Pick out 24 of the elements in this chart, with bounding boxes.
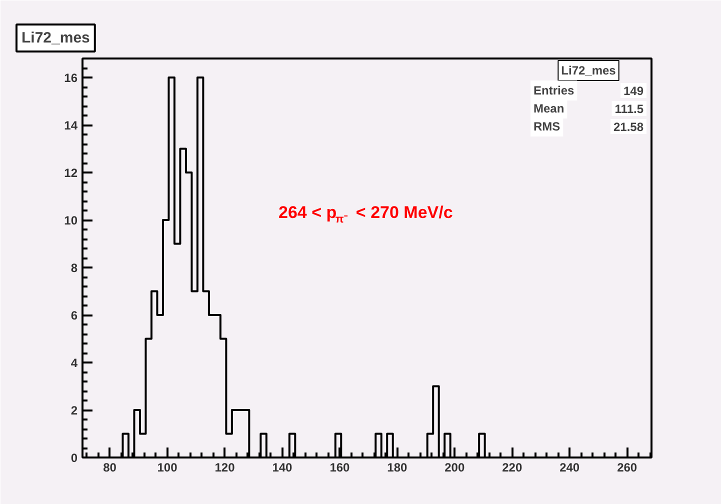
- text: RMS 21.58: [534, 120, 644, 134]
- y-tick-label: 2: [70, 404, 78, 418]
- x-tick-label: 220: [502, 460, 522, 474]
- x-tick-label: 120: [214, 460, 236, 474]
- y-tick-label: 16: [64, 71, 78, 85]
- y-tick-label: 14: [64, 118, 78, 132]
- x-tick-label: 80: [103, 460, 117, 474]
- text: Entries 149: [534, 84, 644, 98]
- x-tick-label: 160: [330, 460, 350, 474]
- x-tick-label: 180: [387, 460, 408, 474]
- y-tick-label: 4: [70, 356, 78, 370]
- x-tick-label: 200: [444, 460, 465, 474]
- y-tick-label: 10: [64, 214, 78, 228]
- y-tick-label: 8: [70, 261, 78, 275]
- x-tick-label: 260: [617, 460, 638, 474]
- x-tick-label: 240: [560, 460, 580, 474]
- chart-title: Li72_mes: [22, 30, 90, 46]
- x-tick-label: 140: [272, 460, 293, 474]
- annotation: Li72_mes: [561, 64, 616, 78]
- y-tick-label: 0: [70, 451, 78, 465]
- y-tick-label: 6: [70, 308, 78, 322]
- x-tick-label: 100: [157, 460, 178, 474]
- y-tick-label: 12: [64, 166, 78, 180]
- text: Mean 111.5: [534, 102, 644, 116]
